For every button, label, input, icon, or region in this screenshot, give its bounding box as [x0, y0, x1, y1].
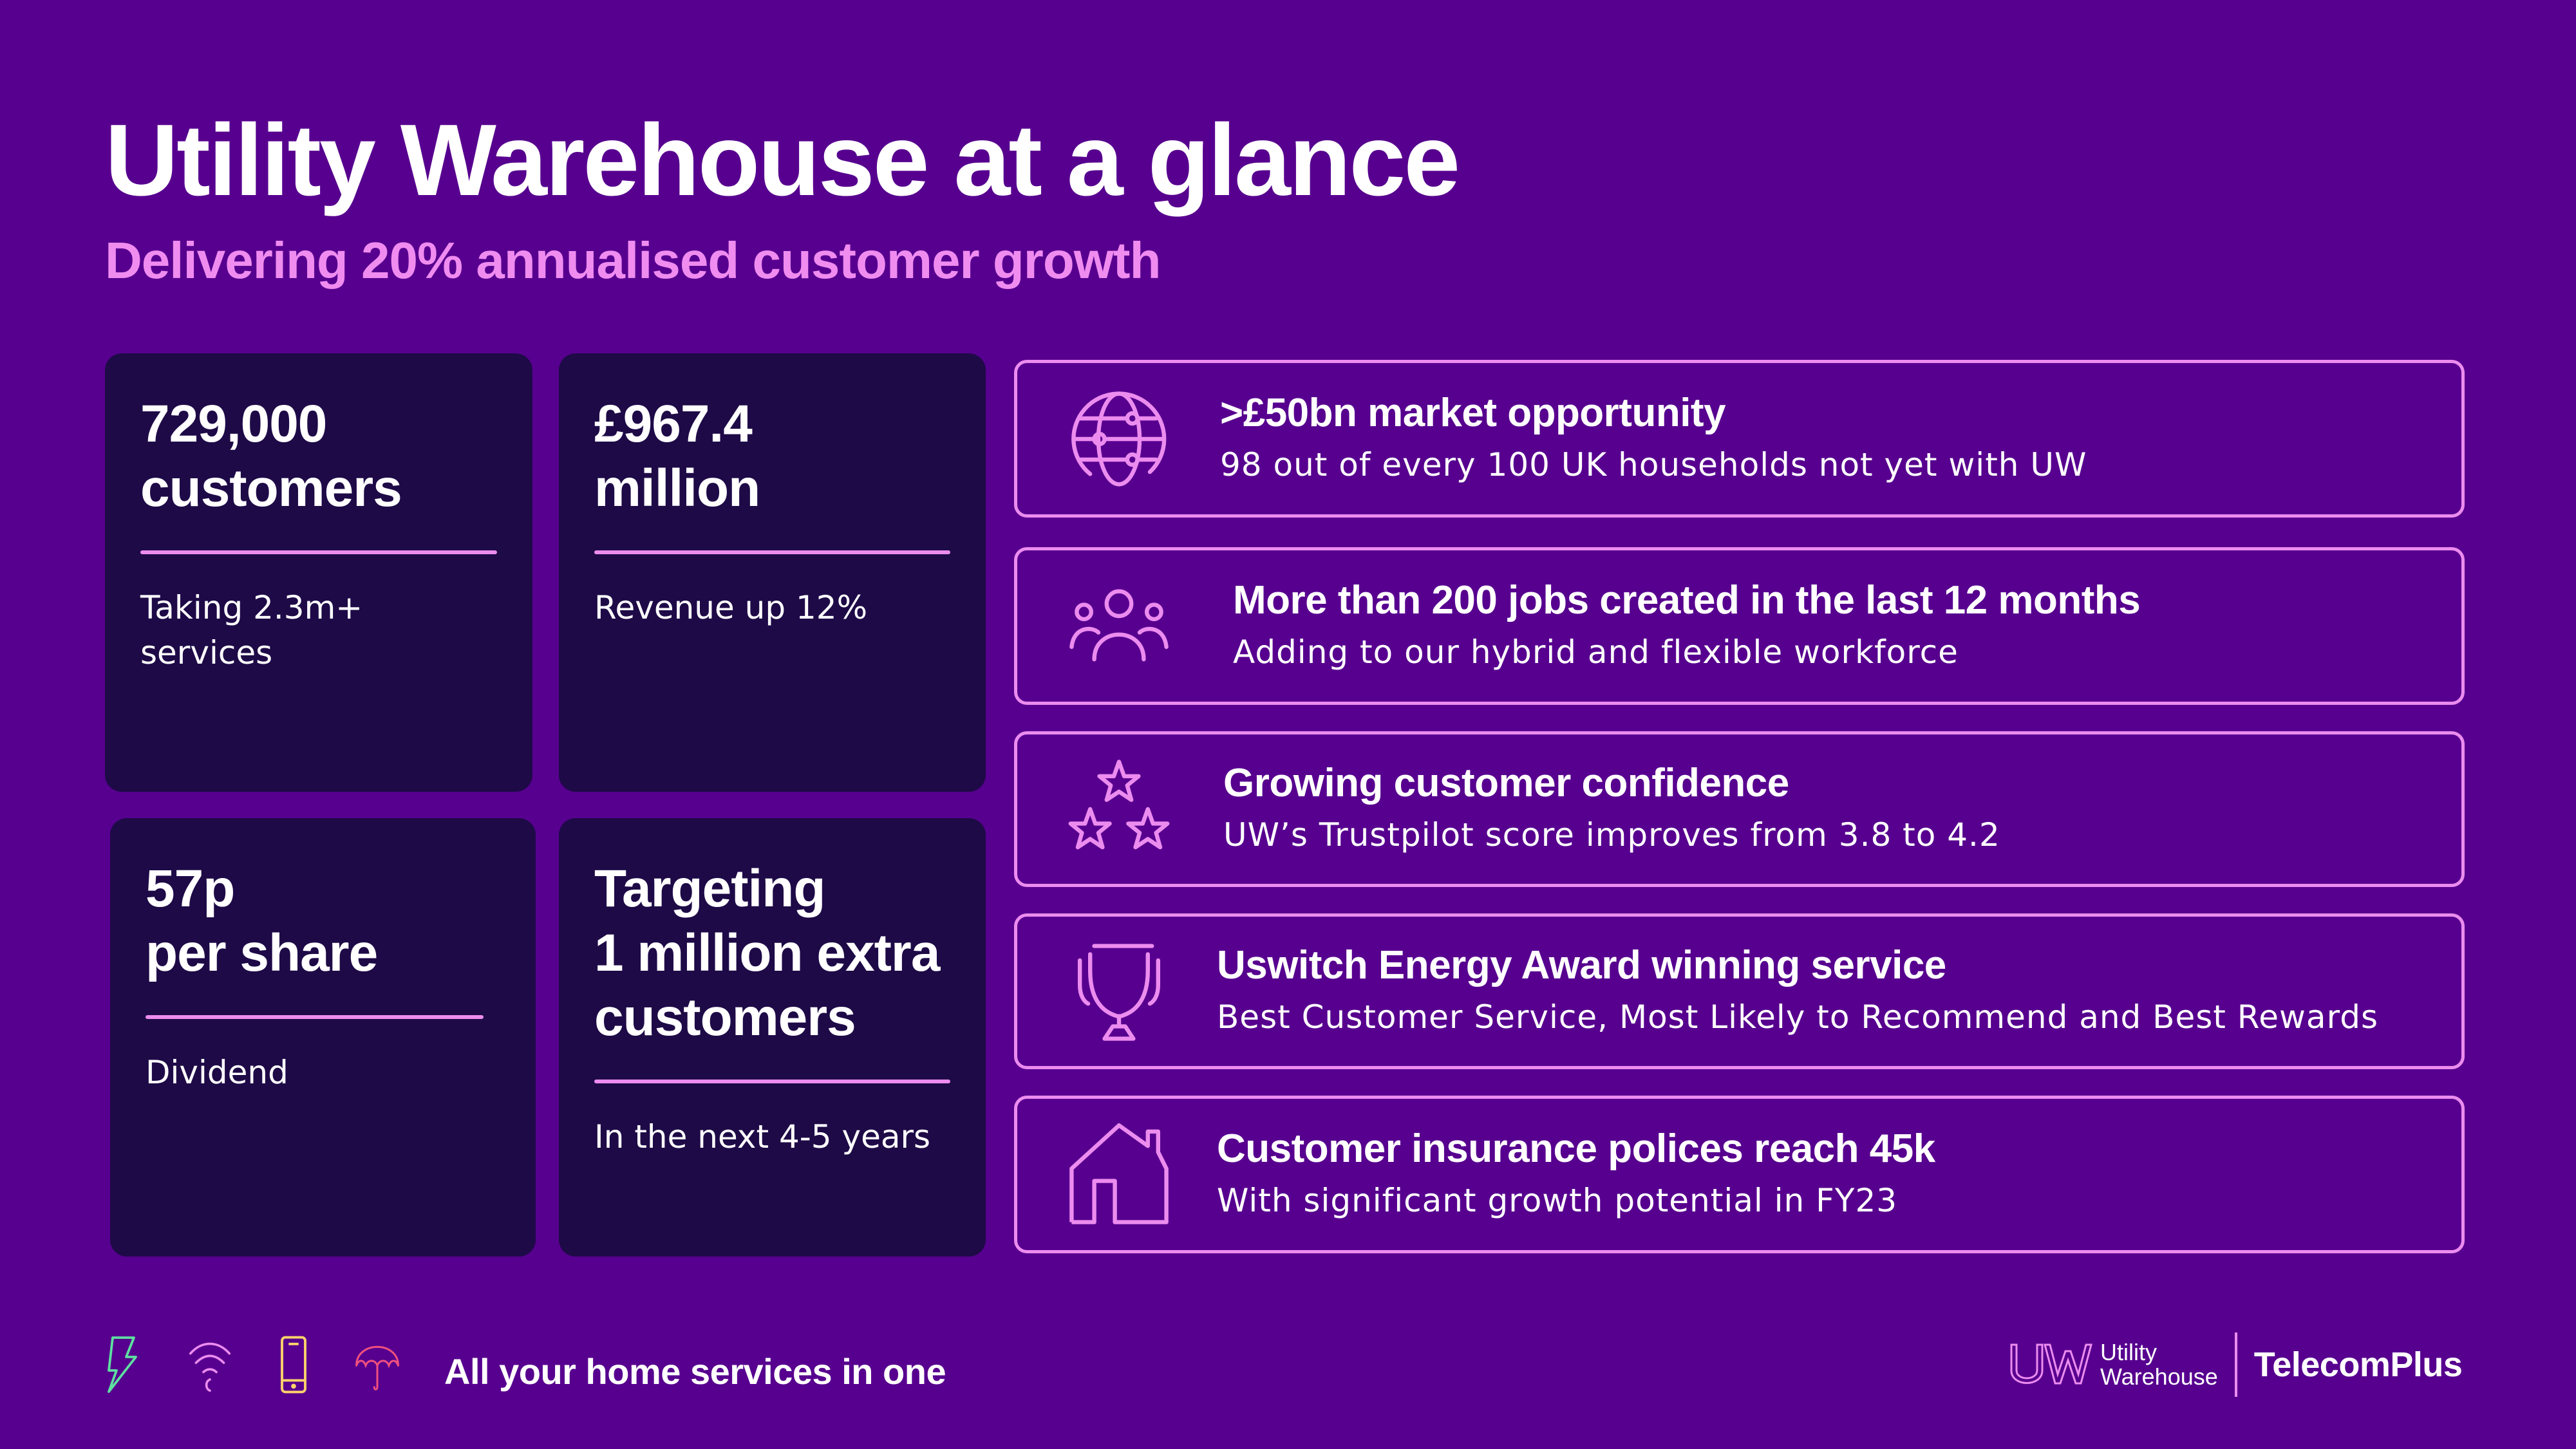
feature-heading: Customer insurance polices reach 45k	[1217, 1126, 1935, 1171]
logo-separator	[2234, 1332, 2237, 1397]
page-title: Utility Warehouse at a glance	[105, 104, 1460, 217]
people-group-icon	[1069, 588, 1169, 661]
stat-value: 57p	[146, 859, 235, 918]
stat-detail: Revenue up 12%	[594, 589, 868, 626]
divider	[146, 1015, 484, 1019]
globe-network-icon	[1071, 391, 1167, 487]
stat-value: £967.4	[594, 395, 753, 453]
feature-text: Best Customer Service, Most Likely to Re…	[1217, 998, 2379, 1036]
stat-detail-2: services	[140, 634, 273, 671]
feature-text: 98 out of every 100 UK households not ye…	[1220, 445, 2087, 483]
trophy-icon	[1078, 944, 1160, 1041]
divider	[140, 550, 497, 554]
stat-card-revenue: £967.4 million Revenue up 12%	[559, 353, 986, 792]
feature-heading: More than 200 jobs created in the last 1…	[1233, 577, 2141, 622]
three-stars-icon	[1068, 760, 1170, 850]
feature-jobs-created: More than 200 jobs created in the last 1…	[1014, 547, 2465, 705]
insurance-umbrella-icon	[355, 1345, 399, 1390]
uw-logo-icon	[2010, 1343, 2092, 1385]
stat-detail: In the next 4-5 years	[594, 1118, 931, 1155]
stat-detail: Dividend	[146, 1054, 288, 1091]
divider	[594, 1080, 950, 1083]
stat-label: 1 million extra	[594, 924, 940, 982]
stat-value: 729,000	[140, 395, 327, 453]
feature-customer-confidence: Growing customer confidence UW’s Trustpi…	[1014, 731, 2465, 887]
stat-label-2: customers	[594, 988, 856, 1047]
broadband-wifi-icon	[189, 1342, 231, 1392]
stat-value: Targeting	[594, 859, 825, 918]
logo-telecomplus: TelecomPlus	[2253, 1345, 2463, 1384]
feature-text: With significant growth potential in FY2…	[1217, 1181, 1898, 1219]
feature-uswitch-award: Uswitch Energy Award winning service Bes…	[1014, 913, 2465, 1069]
stat-card-customers: 729,000 customers Taking 2.3m+ services	[105, 353, 532, 792]
logo-utility: Utility	[2100, 1339, 2157, 1365]
feature-heading: >£50bn market opportunity	[1220, 390, 1726, 435]
house-icon	[1069, 1123, 1169, 1224]
feature-insurance-policies: Customer insurance polices reach 45k Wit…	[1014, 1096, 2465, 1253]
stat-label: customers	[140, 459, 402, 518]
brand-logo: Utility Warehouse TelecomPlus	[2009, 1332, 2463, 1397]
feature-market-opportunity: >£50bn market opportunity 98 out of ever…	[1014, 360, 2465, 518]
feature-text: UW’s Trustpilot score improves from 3.8 …	[1223, 816, 2000, 854]
stat-label: per share	[146, 924, 378, 982]
mobile-phone-icon	[281, 1336, 306, 1394]
stat-detail: Taking 2.3m+	[140, 589, 363, 626]
logo-warehouse: Warehouse	[2100, 1363, 2218, 1390]
feature-heading: Uswitch Energy Award winning service	[1217, 943, 1946, 987]
divider	[594, 550, 950, 554]
footer-tagline: All your home services in one	[444, 1351, 946, 1392]
stat-label: million	[594, 459, 760, 518]
feature-heading: Growing customer confidence	[1223, 761, 1789, 805]
feature-text: Adding to our hybrid and flexible workfo…	[1233, 633, 1959, 671]
energy-bolt-icon	[108, 1336, 137, 1393]
stat-card-dividend: 57p per share Dividend	[110, 818, 536, 1257]
service-icons	[103, 1332, 400, 1397]
page-subtitle: Delivering 20% annualised customer growt…	[105, 232, 1161, 289]
stat-card-target: Targeting 1 million extra customers In t…	[559, 818, 986, 1257]
